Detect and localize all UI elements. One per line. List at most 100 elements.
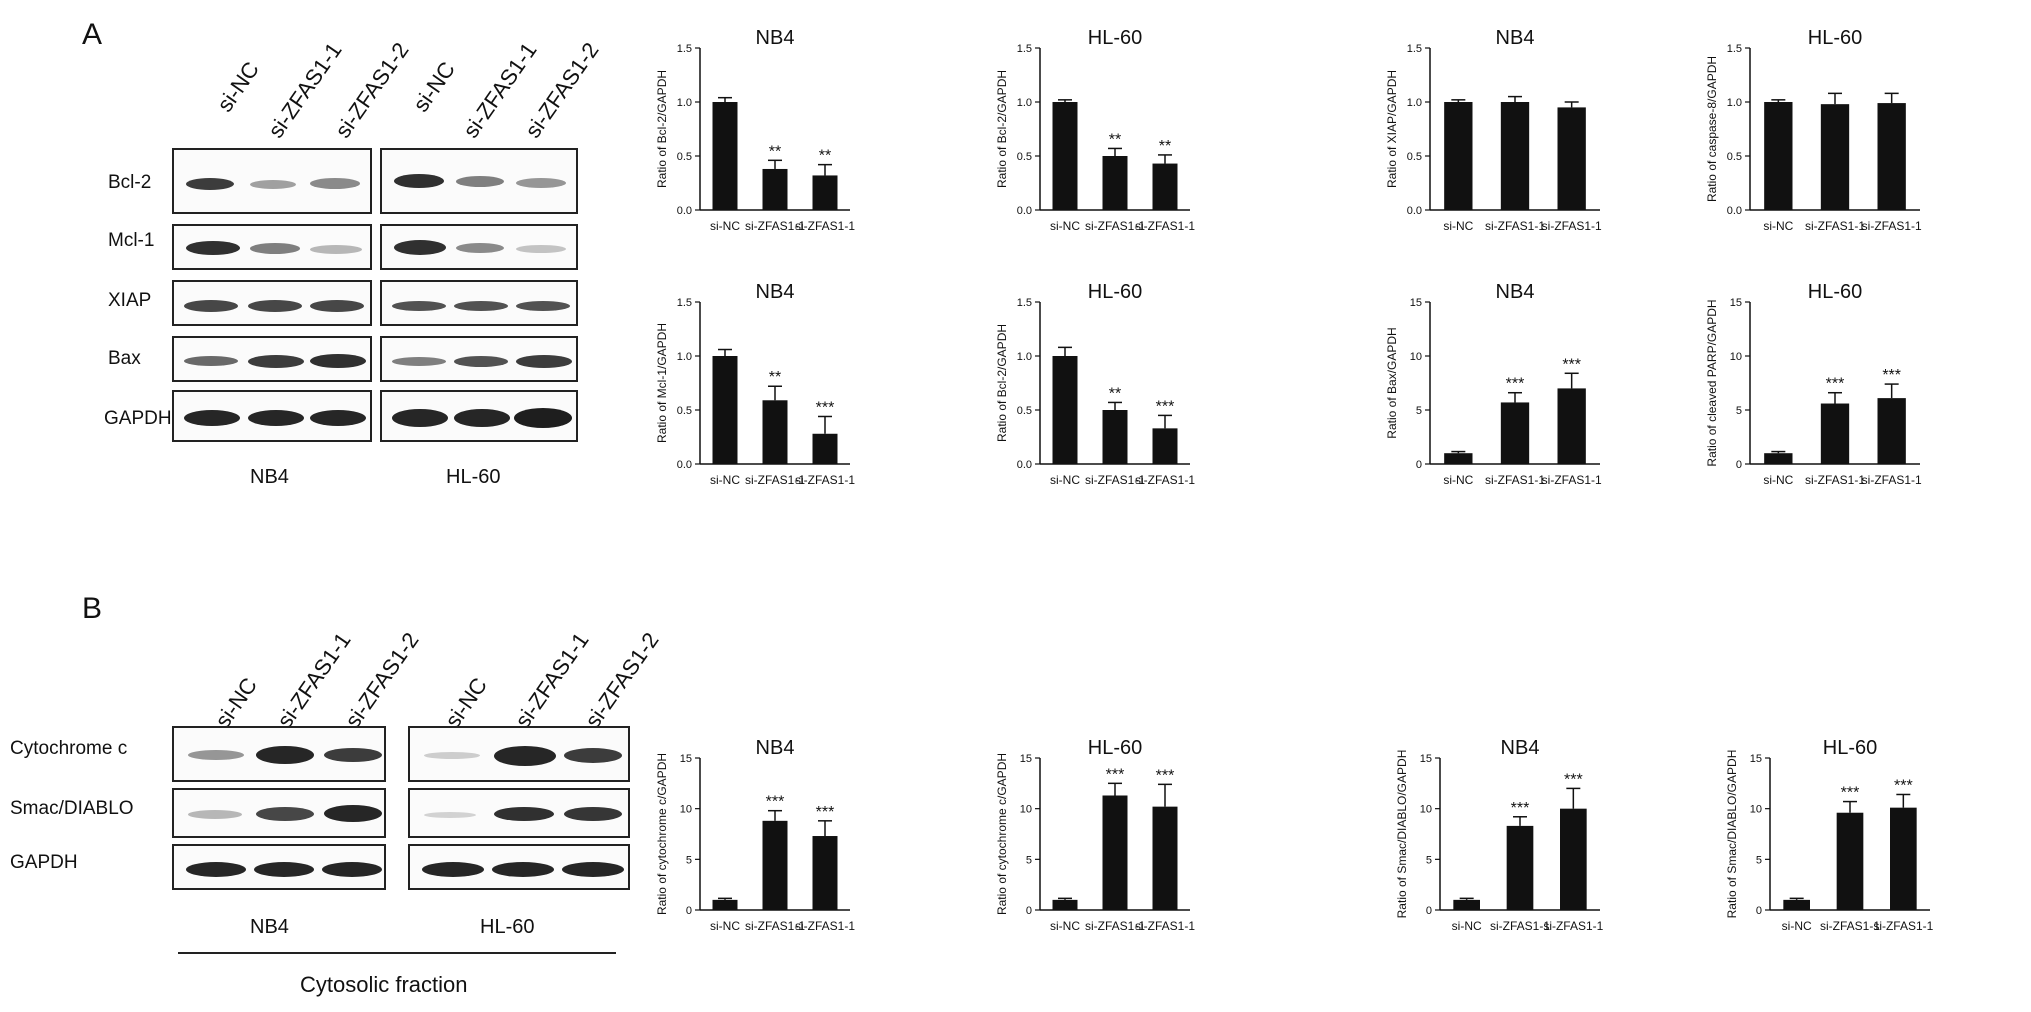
chart-title: NB4 xyxy=(1501,737,1540,759)
category-label: si-NC xyxy=(1050,473,1080,487)
y-tick-label: 15 xyxy=(1420,753,1432,765)
bar xyxy=(1444,102,1473,210)
category-label: si-ZFAS1-1 xyxy=(1085,219,1145,233)
cell-label-a-nb4: NB4 xyxy=(250,466,289,488)
y-tick-label: 1.5 xyxy=(1017,297,1032,309)
category-label: si-ZFAS1-1 xyxy=(1085,919,1145,933)
chart-cytc-nb4: NB4 0 5 10 15 Ratio of cytochrome c/GAPDH si-N… xyxy=(655,737,855,933)
category-label: si-NC xyxy=(1763,473,1793,487)
bar xyxy=(1764,102,1793,210)
significance-mark: *** xyxy=(816,399,835,416)
y-axis-label: Ratio of Bcl-2/GAPDH xyxy=(995,70,1009,188)
y-axis-label: Ratio of Bax/GAPDH xyxy=(1385,327,1399,438)
cytosolic-fraction-label: Cytosolic fraction xyxy=(300,972,468,997)
bar xyxy=(712,899,738,910)
bar xyxy=(812,433,838,464)
y-axis-label: Ratio of XIAP/GAPDH xyxy=(1385,70,1399,188)
blot-bcl2-nb4 xyxy=(172,148,372,214)
blot-gapdh-a-nb4 xyxy=(172,390,372,442)
category-label: si-ZFAS1-1 xyxy=(745,473,805,487)
y-tick-label: 0.0 xyxy=(677,205,692,217)
y-tick-label: 1.5 xyxy=(677,43,692,55)
significance-mark: *** xyxy=(1894,777,1913,794)
category-label: si-ZFAS1-1 xyxy=(1085,473,1145,487)
y-tick-label: 5 xyxy=(1756,854,1762,866)
cell-label-a-hl60: HL-60 xyxy=(446,466,501,488)
chart-group: NB4 0 5 10 15 Ratio of cytochrome c/GAPDH si-N… xyxy=(655,737,855,933)
category-label: si-ZFAS1-1 xyxy=(1862,219,1922,233)
bar xyxy=(1764,453,1793,464)
row-label-smac-diablo: Smac/DIABLO xyxy=(10,798,134,819)
y-tick-label: 0 xyxy=(1426,905,1432,917)
row-label-bax: Bax xyxy=(108,348,141,369)
y-tick-label: 1.5 xyxy=(1017,43,1032,55)
row-label-xiap: XIAP xyxy=(108,290,152,311)
y-axis-label: Ratio of cytochrome c/GAPDH xyxy=(655,753,669,915)
category-label: si-ZFAS1-1 xyxy=(795,919,855,933)
y-tick-label: 10 xyxy=(680,804,692,816)
blot-bax-hl60 xyxy=(380,336,578,382)
chart-group: HL-60 0 5 10 15 Ratio of cytochrome c/GAPDH si… xyxy=(995,737,1195,933)
y-tick-label: 10 xyxy=(1410,351,1422,363)
chart-title: HL-60 xyxy=(1823,737,1877,759)
bar xyxy=(1836,812,1864,910)
category-label: si-ZFAS1-1 xyxy=(1543,919,1603,933)
bar xyxy=(1444,453,1473,464)
category-label: si-ZFAS1-1 xyxy=(1542,219,1602,233)
y-tick-label: 0.0 xyxy=(1017,459,1032,471)
row-label-cytochrome-c: Cytochrome c xyxy=(10,738,128,759)
y-axis-label: Ratio of Mcl-1/GAPDH xyxy=(655,323,669,443)
blot-smac-nb4 xyxy=(172,788,386,838)
category-label: si-NC xyxy=(1763,219,1793,233)
chart-group: NB4 0.0 0.5 1.0 1.5 Ratio of Mcl-1/GAPDH si-NC… xyxy=(655,281,855,487)
bar xyxy=(1877,103,1906,210)
y-axis-label: Ratio of caspase-8/GAPDH xyxy=(1705,56,1719,202)
row-label-gapdh-b: GAPDH xyxy=(10,852,78,873)
bar xyxy=(1102,795,1128,910)
y-axis-label: Ratio of Bcl-2/GAPDH xyxy=(655,70,669,188)
chart-bcl2b-hl60: HL-60 0.0 0.5 1.0 1.5 Ratio of Bcl-2/GAPDH si-… xyxy=(995,281,1195,487)
chart-title: NB4 xyxy=(756,737,795,759)
y-axis-label: Ratio of cleaved PARP/GAPDH xyxy=(1705,299,1719,466)
panel-b-letter: B xyxy=(82,592,103,625)
cell-label-b-nb4: NB4 xyxy=(250,916,289,938)
chart-caspase8-hl60: HL-60 0.0 0.5 1.0 1.5 Ratio of caspase-8/GAPD… xyxy=(1705,27,1922,233)
bar xyxy=(1152,806,1178,910)
y-tick-label: 0.0 xyxy=(677,459,692,471)
category-label: si-NC xyxy=(1443,473,1473,487)
chart-title: NB4 xyxy=(756,27,795,49)
category-label: si-ZFAS1-1 xyxy=(1490,919,1550,933)
row-label-mcl1: Mcl-1 xyxy=(108,230,155,251)
bar xyxy=(1152,163,1178,210)
category-label: si-NC xyxy=(1443,219,1473,233)
y-tick-label: 15 xyxy=(1410,297,1422,309)
category-label: si-ZFAS1-1 xyxy=(1862,473,1922,487)
bar xyxy=(1557,388,1586,464)
chart-bcl2-nb4: NB4 0.0 0.5 1.0 1.5 Ratio of Bcl-2/GAPDH si-NC… xyxy=(655,27,855,233)
bar xyxy=(1820,403,1850,464)
significance-mark: ** xyxy=(1109,131,1121,148)
chart-title: NB4 xyxy=(1496,281,1535,303)
blot-mcl1-nb4 xyxy=(172,224,372,270)
bar xyxy=(1820,104,1850,210)
category-label: si-ZFAS1-1 xyxy=(1820,919,1880,933)
category-label: si-ZFAS1-1 xyxy=(745,919,805,933)
bar xyxy=(1560,808,1587,910)
category-label: si-NC xyxy=(1050,219,1080,233)
lane-label-a-nb4-1: si-NC xyxy=(212,56,265,117)
bar xyxy=(1052,356,1078,464)
chart-group: HL-60 0.0 0.5 1.0 1.5 Ratio of caspase-8/GAPD… xyxy=(1705,27,1922,233)
lane-label-b-nb4-1: si-NC xyxy=(210,672,263,733)
blot-bax-nb4 xyxy=(172,336,372,382)
bar xyxy=(762,820,788,910)
y-tick-label: 5 xyxy=(1426,854,1432,866)
significance-mark: *** xyxy=(1564,771,1583,788)
y-tick-label: 1.0 xyxy=(677,351,692,363)
bar xyxy=(1453,899,1480,910)
bar xyxy=(1102,410,1128,464)
chart-parp-hl60: HL-60 0 5 10 15 Ratio of cleaved PARP/GAPDH si… xyxy=(1705,281,1922,487)
significance-mark: *** xyxy=(1156,767,1175,784)
category-label: si-ZFAS1-1 xyxy=(1805,219,1865,233)
chart-bax-nb4: NB4 0 5 10 15 Ratio of Bax/GAPDH si-NC *** si-ZF… xyxy=(1385,281,1602,487)
significance-mark: *** xyxy=(1156,398,1175,415)
